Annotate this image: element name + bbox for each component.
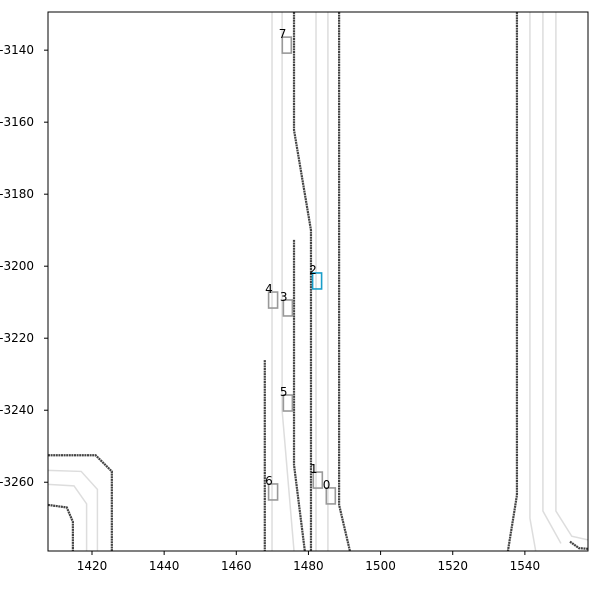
vehicle-label: 6 (265, 474, 273, 488)
vehicle (311, 272, 323, 290)
vehicle (312, 471, 324, 489)
x-tick-label: 1480 (293, 559, 324, 573)
vehicle (282, 299, 294, 317)
road-edge (48, 503, 74, 551)
road-edge (338, 12, 351, 551)
lane-line (281, 12, 295, 551)
vehicle (325, 487, 337, 505)
lane-line (48, 469, 99, 551)
y-tick-label: -3180 (0, 187, 34, 201)
y-tick-label: -3240 (0, 403, 34, 417)
vehicle-label: 0 (323, 478, 331, 492)
axes-frame (47, 11, 589, 552)
vehicle-label: 5 (280, 385, 288, 399)
x-tick-label: 1520 (437, 559, 468, 573)
road-edge (506, 12, 519, 551)
x-tick-label: 1540 (510, 559, 541, 573)
x-tick-label: 1440 (149, 559, 180, 573)
road-edge (292, 12, 313, 551)
road-edge (292, 239, 306, 551)
lane-line (555, 12, 588, 541)
vehicle (267, 483, 279, 501)
y-tick-label: -3220 (0, 331, 34, 345)
vehicle (281, 36, 293, 54)
vehicle-label: 1 (310, 462, 318, 476)
plot-area (48, 12, 588, 551)
lane-line (542, 12, 562, 544)
road-edge (48, 454, 113, 551)
vehicle-label: 2 (309, 263, 317, 277)
x-tick-label: 1460 (221, 559, 252, 573)
lane-line (529, 12, 537, 551)
y-tick-label: -3160 (0, 115, 34, 129)
vehicle-label: 3 (280, 290, 288, 304)
y-tick-label: -3200 (0, 259, 34, 273)
road-edge (569, 540, 588, 550)
y-tick-label: -3260 (0, 475, 34, 489)
vehicle (282, 394, 294, 412)
vehicle-label: 7 (279, 27, 287, 41)
lane-line (48, 483, 88, 551)
vehicle-label: 4 (265, 282, 273, 296)
x-tick-label: 1500 (365, 559, 396, 573)
y-tick-label: -3140 (0, 43, 34, 57)
x-tick-label: 1420 (77, 559, 108, 573)
vehicle (267, 291, 279, 309)
